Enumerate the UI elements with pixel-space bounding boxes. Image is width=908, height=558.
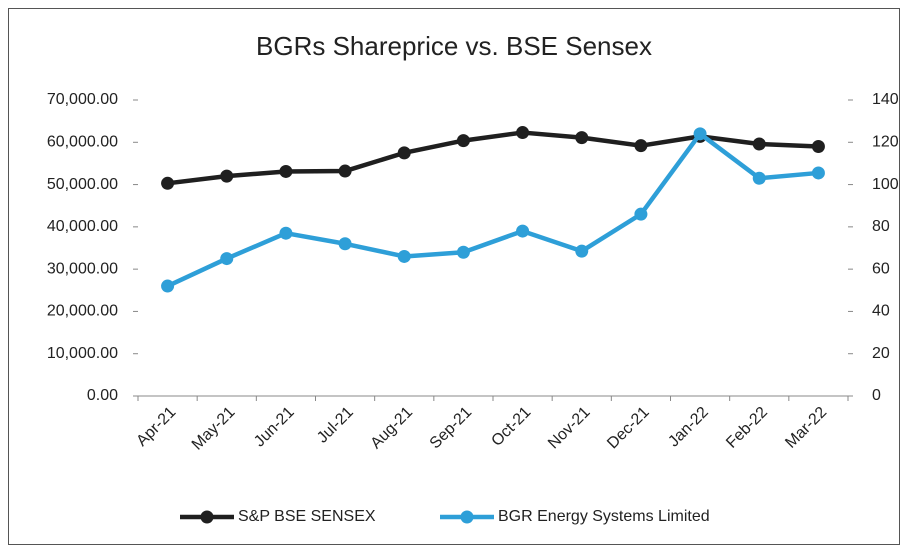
series-line xyxy=(167,130,819,186)
point xyxy=(338,237,352,251)
point xyxy=(456,245,470,259)
y-tick-label: 10,000.00 xyxy=(47,345,118,362)
point xyxy=(516,224,530,238)
y-tick-label: 50,000.00 xyxy=(47,176,118,193)
point xyxy=(575,244,589,258)
point xyxy=(752,171,766,185)
point xyxy=(161,176,175,190)
point xyxy=(516,126,530,140)
point xyxy=(634,207,648,221)
point xyxy=(811,140,825,154)
point xyxy=(752,137,766,151)
y-tick-label: 20,000.00 xyxy=(47,303,118,320)
y-tick-label: 0.00 xyxy=(87,387,118,404)
y2-tick-label: 60 xyxy=(872,260,890,277)
y2-tick-label: 20 xyxy=(872,345,890,362)
y-tick-label: 40,000.00 xyxy=(47,218,118,235)
chart-title: BGRs Shareprice vs. BSE Sensex xyxy=(256,31,652,61)
point xyxy=(634,139,648,153)
series-line xyxy=(166,131,819,289)
y2-tick-label: 120 xyxy=(872,134,899,151)
point xyxy=(220,252,234,266)
chart-frame xyxy=(8,8,900,545)
point xyxy=(811,166,825,180)
y2-tick-label: 100 xyxy=(872,176,899,193)
y2-tick-label: 0 xyxy=(872,387,881,404)
y2-tick-label: 80 xyxy=(872,218,890,235)
y-tick-label: 70,000.00 xyxy=(47,91,118,108)
point xyxy=(279,164,293,178)
legend-label: S&P BSE SENSEX xyxy=(238,508,376,525)
point xyxy=(338,164,352,178)
point xyxy=(279,226,293,240)
point xyxy=(220,169,234,183)
point xyxy=(693,127,707,141)
legend-label: BGR Energy Systems Limited xyxy=(498,508,710,525)
point xyxy=(456,134,470,148)
point xyxy=(397,249,411,263)
legend-marker xyxy=(200,510,214,524)
point xyxy=(397,146,411,160)
y-tick-label: 30,000.00 xyxy=(47,260,118,277)
y2-tick-label: 140 xyxy=(872,91,899,108)
legend-marker xyxy=(460,510,474,524)
y-tick-label: 60,000.00 xyxy=(47,134,118,151)
y2-tick-label: 40 xyxy=(872,303,890,320)
point xyxy=(575,131,589,145)
point xyxy=(161,279,175,293)
